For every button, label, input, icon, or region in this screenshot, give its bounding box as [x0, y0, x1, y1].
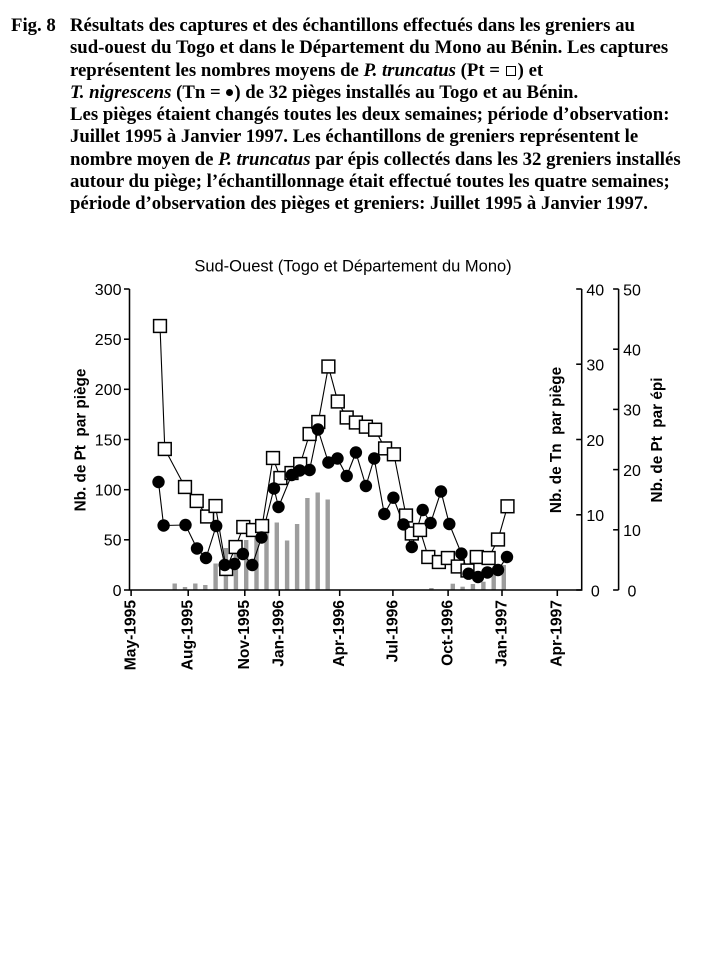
svg-text:150: 150 [95, 432, 122, 449]
svg-text:Nb. de Pt par épi: Nb. de Pt par épi [649, 378, 666, 503]
svg-text:30: 30 [586, 358, 604, 375]
svg-text:40: 40 [623, 343, 641, 360]
svg-text:Nb. de Pt par piège: Nb. de Pt par piège [72, 369, 89, 512]
svg-text:Apr-1997: Apr-1997 [549, 600, 566, 667]
svg-text:0: 0 [628, 583, 637, 600]
svg-text:Nb. de Tn par piège: Nb. de Tn par piège [548, 367, 565, 513]
svg-text:Jan-1997: Jan-1997 [493, 600, 510, 667]
svg-text:200: 200 [95, 382, 122, 399]
svg-text:Sud-Ouest (Togo et Département: Sud-Ouest (Togo et Département du Mono) [194, 258, 511, 276]
svg-text:20: 20 [623, 463, 641, 480]
svg-text:Apr-1996: Apr-1996 [331, 600, 348, 667]
svg-text:Jul-1996: Jul-1996 [384, 600, 401, 663]
svg-text:40: 40 [586, 282, 604, 299]
svg-text:50: 50 [623, 282, 641, 299]
svg-text:May-1995: May-1995 [123, 600, 140, 671]
svg-text:30: 30 [623, 403, 641, 420]
svg-text:Aug-1995: Aug-1995 [180, 600, 197, 671]
svg-text:0: 0 [591, 583, 600, 600]
svg-text:300: 300 [95, 282, 122, 299]
svg-text:10: 10 [586, 508, 604, 525]
svg-text:50: 50 [104, 533, 122, 550]
svg-text:20: 20 [586, 433, 604, 450]
svg-text:Nov-1995: Nov-1995 [236, 600, 253, 670]
svg-text:Oct-1996: Oct-1996 [440, 600, 457, 666]
svg-text:100: 100 [95, 483, 122, 500]
svg-text:0: 0 [113, 583, 122, 600]
svg-text:Jan-1996: Jan-1996 [271, 600, 288, 667]
svg-text:10: 10 [623, 523, 641, 540]
svg-text:250: 250 [95, 332, 122, 349]
